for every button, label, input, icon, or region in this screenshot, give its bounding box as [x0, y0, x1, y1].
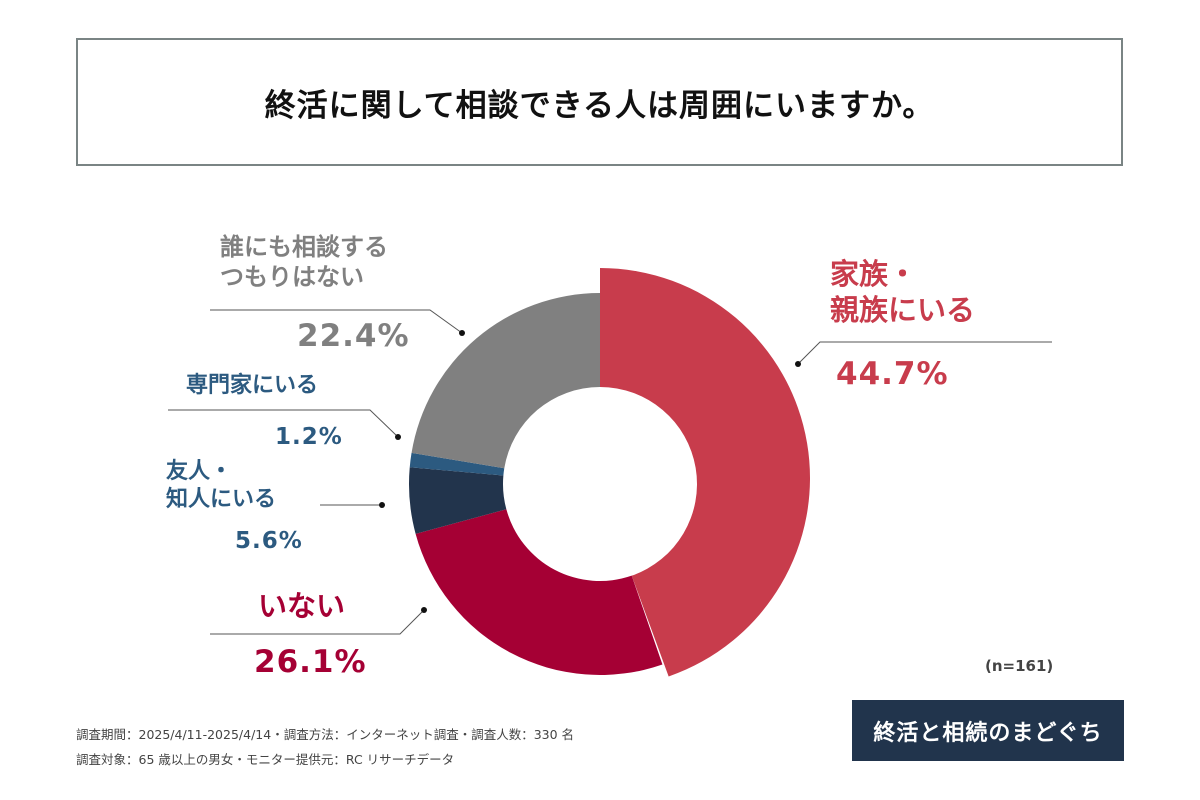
label-no-one-line2: つもりはない — [220, 263, 364, 291]
label-friends-line2: 知人にいる — [166, 486, 277, 512]
slice-family — [600, 268, 810, 677]
leader-experts-dot — [395, 434, 401, 440]
footer-note-2: 調査対象：65 歳以上の男女・モニター提供元：RC リサーチデータ — [76, 752, 455, 767]
leader-family-dot — [795, 361, 801, 367]
footer-note-1: 調査期間：2025/4/11-2025/4/14・調査方法：インターネット調査・… — [76, 727, 575, 742]
value-none: 26.1% — [254, 644, 367, 680]
brand-logo: 終活と相続のまどぐち — [852, 700, 1124, 761]
label-family-line2: 親族にいる — [830, 293, 976, 328]
slice-experts — [409, 452, 505, 476]
chart-title: 終活に関して相談できる人は周囲にいますか。 — [264, 87, 935, 124]
label-no-one: 誰にも相談する つもりはない — [220, 232, 388, 292]
slice-friends — [409, 467, 507, 534]
leader-family — [797, 341, 1052, 365]
leader-friends-dot — [379, 502, 385, 508]
value-friends: 5.6% — [235, 528, 303, 554]
value-no-one: 22.4% — [297, 318, 410, 354]
leader-none-dot — [421, 607, 427, 613]
label-no-one-line1: 誰にも相談する — [220, 233, 388, 261]
label-family-line1: 家族・ — [830, 257, 918, 291]
slice-none — [415, 509, 663, 675]
label-experts: 専門家にいる — [186, 373, 319, 398]
chart-title-box: 終活に関して相談できる人は周囲にいますか。 — [76, 38, 1123, 166]
label-friends: 友人・ 知人にいる — [166, 458, 276, 513]
leader-no-one-dot — [459, 330, 465, 336]
sample-size: (n=161) — [985, 657, 1054, 675]
value-experts: 1.2% — [275, 424, 343, 450]
leader-none — [210, 609, 425, 635]
leader-experts — [168, 409, 399, 438]
label-family: 家族・ 親族にいる — [830, 256, 975, 329]
label-friends-line1: 友人・ — [166, 459, 233, 484]
label-none: いない — [258, 589, 346, 623]
leader-no-one — [210, 309, 463, 334]
slice-no-one — [411, 293, 600, 469]
value-family: 44.7% — [836, 356, 949, 392]
logo-text: 終活と相続のまどぐち — [873, 720, 1103, 746]
